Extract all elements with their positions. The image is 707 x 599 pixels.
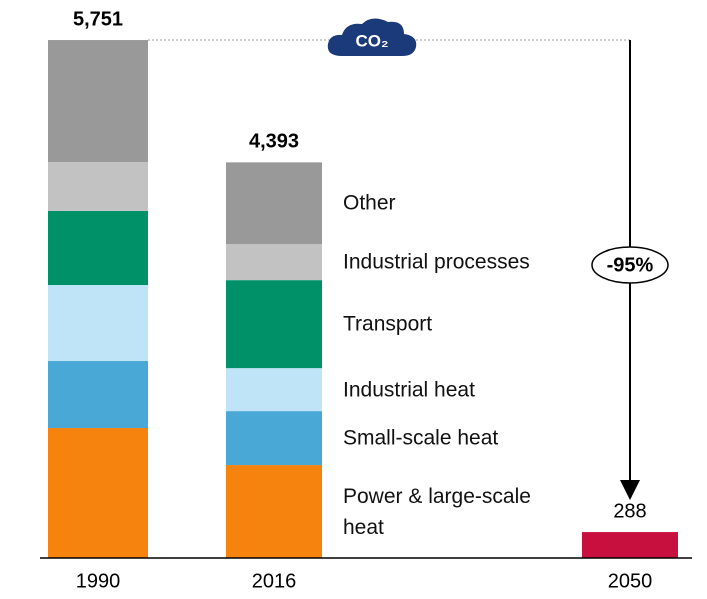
- bar-segment: [226, 368, 322, 412]
- total-label: 5,751: [73, 8, 123, 30]
- bar-segment: [48, 40, 148, 162]
- annotation: -95%: [607, 254, 654, 276]
- bar-segment: [48, 428, 148, 558]
- legend-label: Small-scale heat: [343, 426, 499, 450]
- total-label: 4,393: [249, 131, 299, 153]
- bar-segment: [48, 285, 148, 362]
- x-tick-label: 1990: [76, 570, 121, 592]
- annotation-bubble: [591, 246, 669, 284]
- bar-segment: [48, 210, 148, 286]
- x-tick-label: 2016: [252, 570, 297, 592]
- bar-segment: [48, 361, 148, 429]
- legend-label: Power & large-scale heat: [343, 484, 531, 539]
- bar-segment: [226, 244, 322, 281]
- icon-label: CO₂: [355, 31, 388, 50]
- bar-segment: [48, 161, 148, 211]
- total-label: 288: [613, 500, 646, 522]
- x-tick-label: 2050: [608, 570, 653, 592]
- bar-segment: [226, 465, 322, 558]
- legend-label: Transport: [343, 312, 433, 336]
- legend-label: Other: [343, 191, 396, 215]
- bar: [582, 532, 678, 558]
- bar-segment: [226, 411, 322, 466]
- cloud-icon: [327, 18, 417, 57]
- legend-label: Industrial heat: [343, 378, 475, 402]
- bar-segment: [226, 280, 322, 369]
- legend-label: Industrial processes: [343, 250, 530, 274]
- bar-segment: [226, 162, 322, 245]
